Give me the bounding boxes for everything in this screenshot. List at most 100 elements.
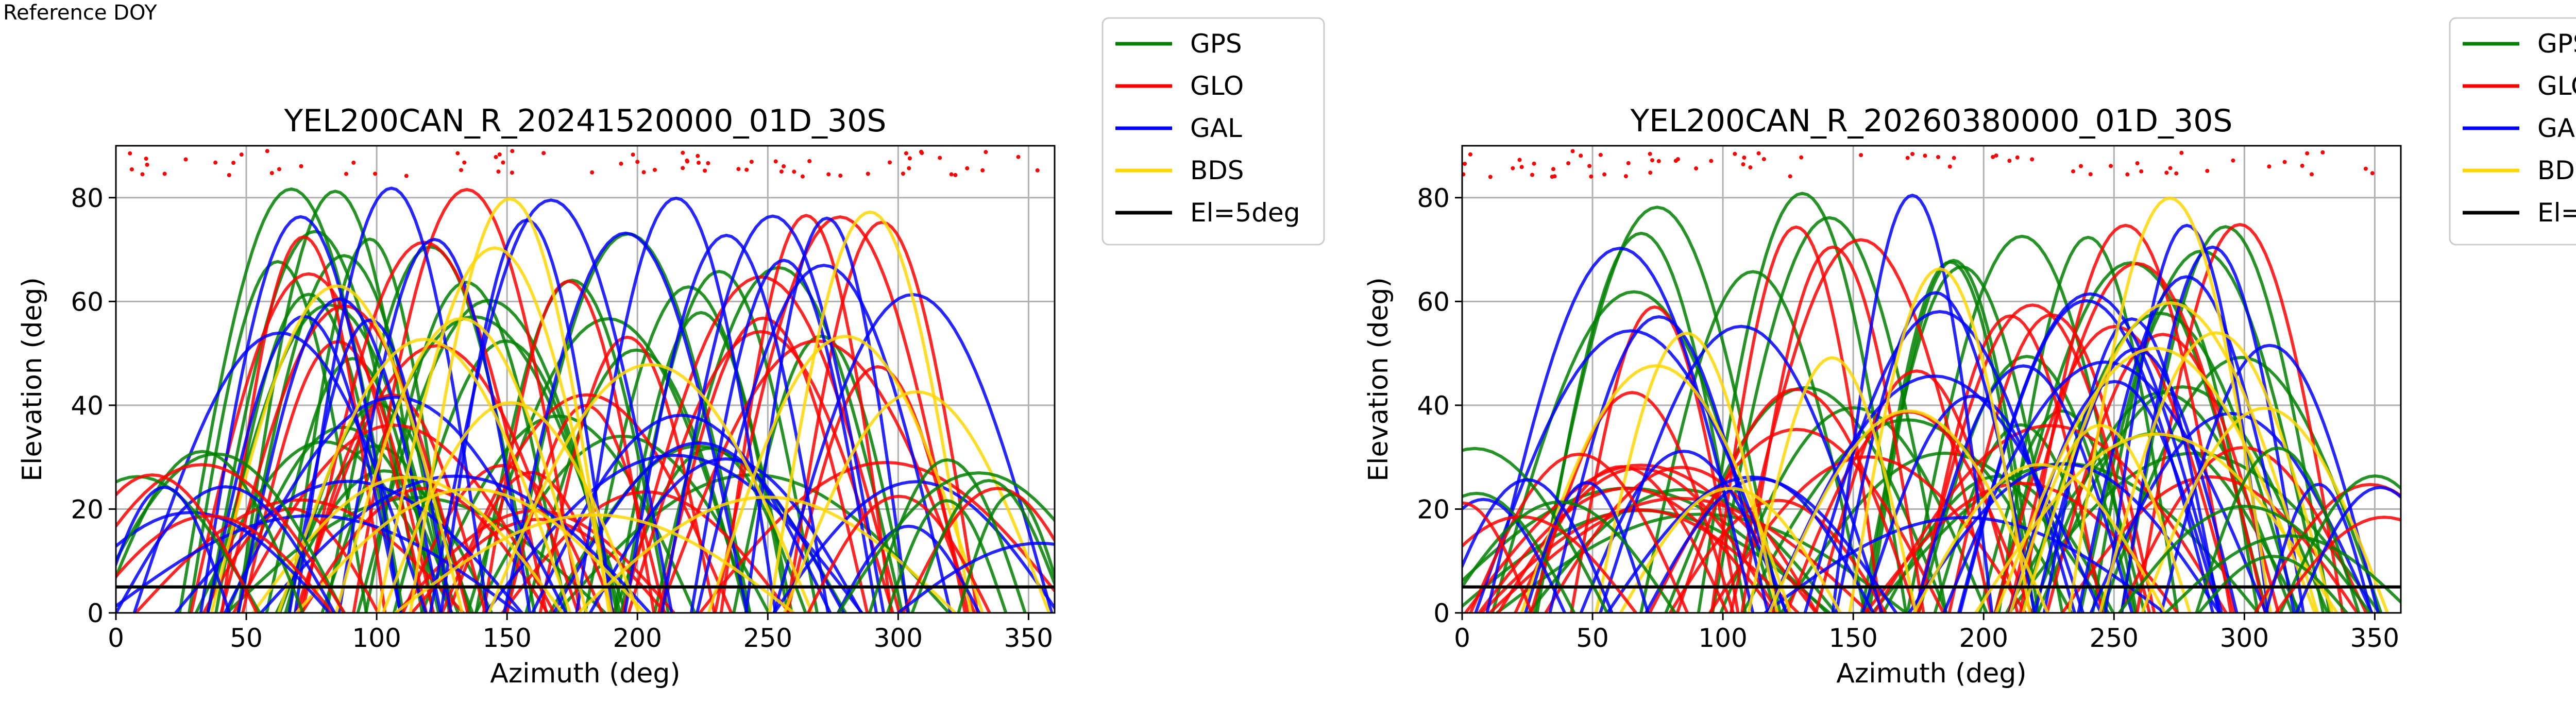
- point-glo: [696, 153, 700, 158]
- track-bds: [2021, 301, 2319, 613]
- point-glo: [1589, 174, 1594, 179]
- point-glo: [1748, 165, 1753, 170]
- legend: GPS GLO GAL BDS El=5deg: [1101, 17, 1325, 246]
- plot-frame: [115, 145, 1056, 614]
- point-glo: [2363, 166, 2368, 171]
- point-glo: [1598, 152, 1603, 157]
- point-glo: [1761, 157, 1766, 161]
- point-glo: [907, 156, 912, 161]
- point-glo: [685, 158, 689, 163]
- point-glo: [1675, 157, 1680, 162]
- y-axis-label: Elevation (deg): [1363, 277, 1394, 482]
- point-glo: [920, 150, 924, 155]
- legend-box: [2449, 17, 2576, 246]
- legend-label: El=5deg: [1190, 198, 1300, 228]
- x-tick-label: 350: [1004, 623, 1053, 653]
- point-glo: [2030, 157, 2035, 162]
- point-glo: [681, 150, 685, 155]
- track-gps: [2197, 555, 2348, 613]
- track-gal: [623, 233, 830, 613]
- x-tick-label: 200: [1959, 623, 2008, 653]
- point-glo: [351, 160, 356, 165]
- point-glo: [697, 161, 701, 165]
- x-axis-label: Azimuth (deg): [490, 658, 680, 689]
- track-glo: [807, 494, 991, 613]
- point-glo: [1468, 152, 1472, 157]
- track-bds: [1912, 462, 2166, 613]
- track-bds: [1520, 364, 1792, 613]
- track-glo: [714, 215, 967, 613]
- track-bds: [707, 334, 984, 613]
- track-gal: [1548, 315, 1770, 613]
- track-glo: [719, 214, 893, 613]
- track-glo: [1710, 225, 1883, 613]
- track-bds: [783, 390, 1051, 613]
- point-glo: [2231, 158, 2235, 163]
- legend-label: El=5deg: [2537, 198, 2576, 228]
- point-glo: [1741, 162, 1745, 167]
- point-glo: [1463, 162, 1467, 166]
- track-gal: [199, 215, 402, 613]
- track-gal: [575, 196, 777, 613]
- point-glo: [2078, 164, 2083, 168]
- point-glo: [373, 172, 378, 176]
- point-glo: [792, 169, 796, 174]
- point-glo: [1859, 153, 1863, 158]
- point-glo: [344, 172, 348, 176]
- point-glo: [1947, 164, 1952, 169]
- point-glo: [2205, 168, 2210, 173]
- point-glo: [1579, 153, 1583, 158]
- point-glo: [2139, 169, 2144, 174]
- point-glo: [2309, 172, 2314, 177]
- x-tick-label: 200: [613, 623, 662, 653]
- track-gal: [696, 264, 953, 613]
- point-glo: [1742, 156, 1747, 160]
- point-glo: [2135, 161, 2140, 165]
- track-bds: [2098, 331, 2334, 613]
- point-glo: [510, 170, 514, 175]
- point-glo: [1488, 175, 1493, 179]
- x-tick-label: 100: [352, 623, 401, 653]
- point-glo: [744, 167, 749, 172]
- track-glo: [116, 473, 259, 613]
- point-glo: [239, 152, 244, 157]
- point-glo: [635, 160, 640, 164]
- point-glo: [162, 172, 167, 176]
- track-gal: [236, 297, 443, 613]
- track-glo: [1864, 482, 2179, 613]
- point-glo: [2007, 159, 2012, 163]
- y-tick-label: 40: [71, 391, 104, 421]
- track-glo: [785, 220, 979, 613]
- track-gps: [837, 471, 1055, 613]
- point-glo: [826, 172, 831, 177]
- point-glo: [129, 167, 134, 172]
- track-glo: [1469, 452, 1689, 613]
- point-glo: [2015, 155, 2020, 160]
- legend-label: GLO: [2537, 71, 2576, 101]
- point-glo: [1552, 174, 1557, 179]
- point-glo: [1650, 158, 1654, 163]
- track-gal: [897, 541, 1055, 613]
- point-glo: [681, 166, 685, 170]
- track-gps: [275, 469, 494, 613]
- track-bds: [487, 363, 814, 613]
- y-tick-label: 0: [1433, 598, 1450, 628]
- point-glo: [590, 170, 595, 175]
- track-glo: [2136, 222, 2345, 613]
- track-gps: [1462, 491, 1576, 613]
- point-glo: [1511, 166, 1515, 170]
- track-bds: [1974, 432, 2338, 613]
- point-glo: [1994, 153, 1998, 158]
- x-tick-label: 250: [743, 623, 792, 653]
- point-glo: [2267, 164, 2272, 169]
- track-gps: [910, 478, 1055, 613]
- track-bds: [394, 513, 795, 613]
- track-gal: [116, 486, 231, 613]
- track-gps: [2279, 474, 2401, 613]
- legend-label: BDS: [1190, 156, 1244, 185]
- x-axis-label: Azimuth (deg): [1836, 658, 2026, 689]
- track-gal: [552, 441, 845, 613]
- point-glo: [299, 164, 303, 168]
- x-tick-label: 0: [1454, 623, 1470, 653]
- satellite-tracks: [1462, 149, 2401, 613]
